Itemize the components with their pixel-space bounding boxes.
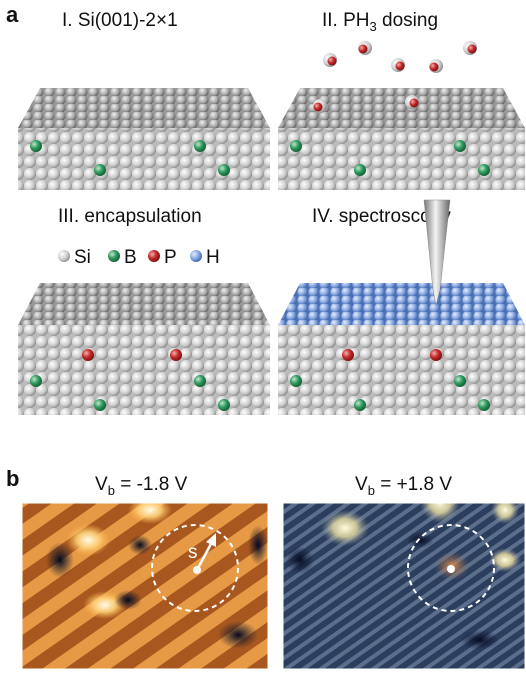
molecule-p [396,62,405,71]
legend-label: Si [74,247,91,268]
bias-label: Vb = +1.8 V [355,474,452,498]
symbol: V [355,474,368,495]
dopant-atom [94,164,106,176]
molecule-p [410,99,419,108]
dopant-atom [82,349,94,361]
step-title: I. Si(001)-2×1 [62,10,178,31]
dopant-site [447,565,455,573]
dopant-atom [94,399,106,411]
bias-label: Vb = -1.8 V [95,474,188,498]
step-title: II. PH3 dosing [322,10,438,34]
legend: Si B P H [58,247,220,268]
dopant-atom [30,375,42,387]
symbol: V [95,474,108,495]
molecule-p [314,103,323,112]
surface [278,283,525,325]
dopant-atom [194,140,206,152]
molecule-p [468,45,477,54]
bulk [18,325,270,415]
dopant-atom [354,164,366,176]
dopant-atom [30,140,42,152]
subscript: b [368,483,375,498]
bulk [278,128,525,190]
stm-image-positive [283,483,525,669]
legend-label: H [206,247,220,268]
dopant-atom [454,140,466,152]
panel-label: b [6,466,19,491]
surface [18,88,270,128]
dopant-atom [194,375,206,387]
stm-image-negative [22,496,268,669]
dopant-atom [478,164,490,176]
legend-swatch [58,250,70,262]
dopant-atom [478,399,490,411]
dopant-atom [218,164,230,176]
bulk [18,128,270,190]
dopant-atom [218,399,230,411]
step-title: III. encapsulation [58,206,202,227]
legend-swatch [190,250,202,262]
subscript: 3 [370,19,377,34]
dopant-atom [454,375,466,387]
subscript: b [108,483,115,498]
dopant-atom [170,349,182,361]
figure: a I. Si(001)-2×1 II. PH3 dosing III. enc… [0,0,526,675]
dopant-atom [290,375,302,387]
legend-swatch [108,250,120,262]
surface [18,283,270,325]
dopant-atom [430,349,442,361]
dopant-atom [354,399,366,411]
distance-label: s [188,542,198,563]
molecule-p [430,63,439,72]
title-text: dosing [377,10,438,31]
bias: = +1.8 V [375,474,452,495]
panel-label: a [6,2,19,27]
title-text: II. PH [322,10,370,31]
legend-label: B [124,247,137,268]
dopant-atom [290,140,302,152]
molecule-p [328,57,337,66]
bias: = -1.8 V [115,474,188,495]
legend-label: P [164,247,177,268]
dopant-atom [342,349,354,361]
molecule-p [359,45,368,54]
legend-swatch [148,250,160,262]
